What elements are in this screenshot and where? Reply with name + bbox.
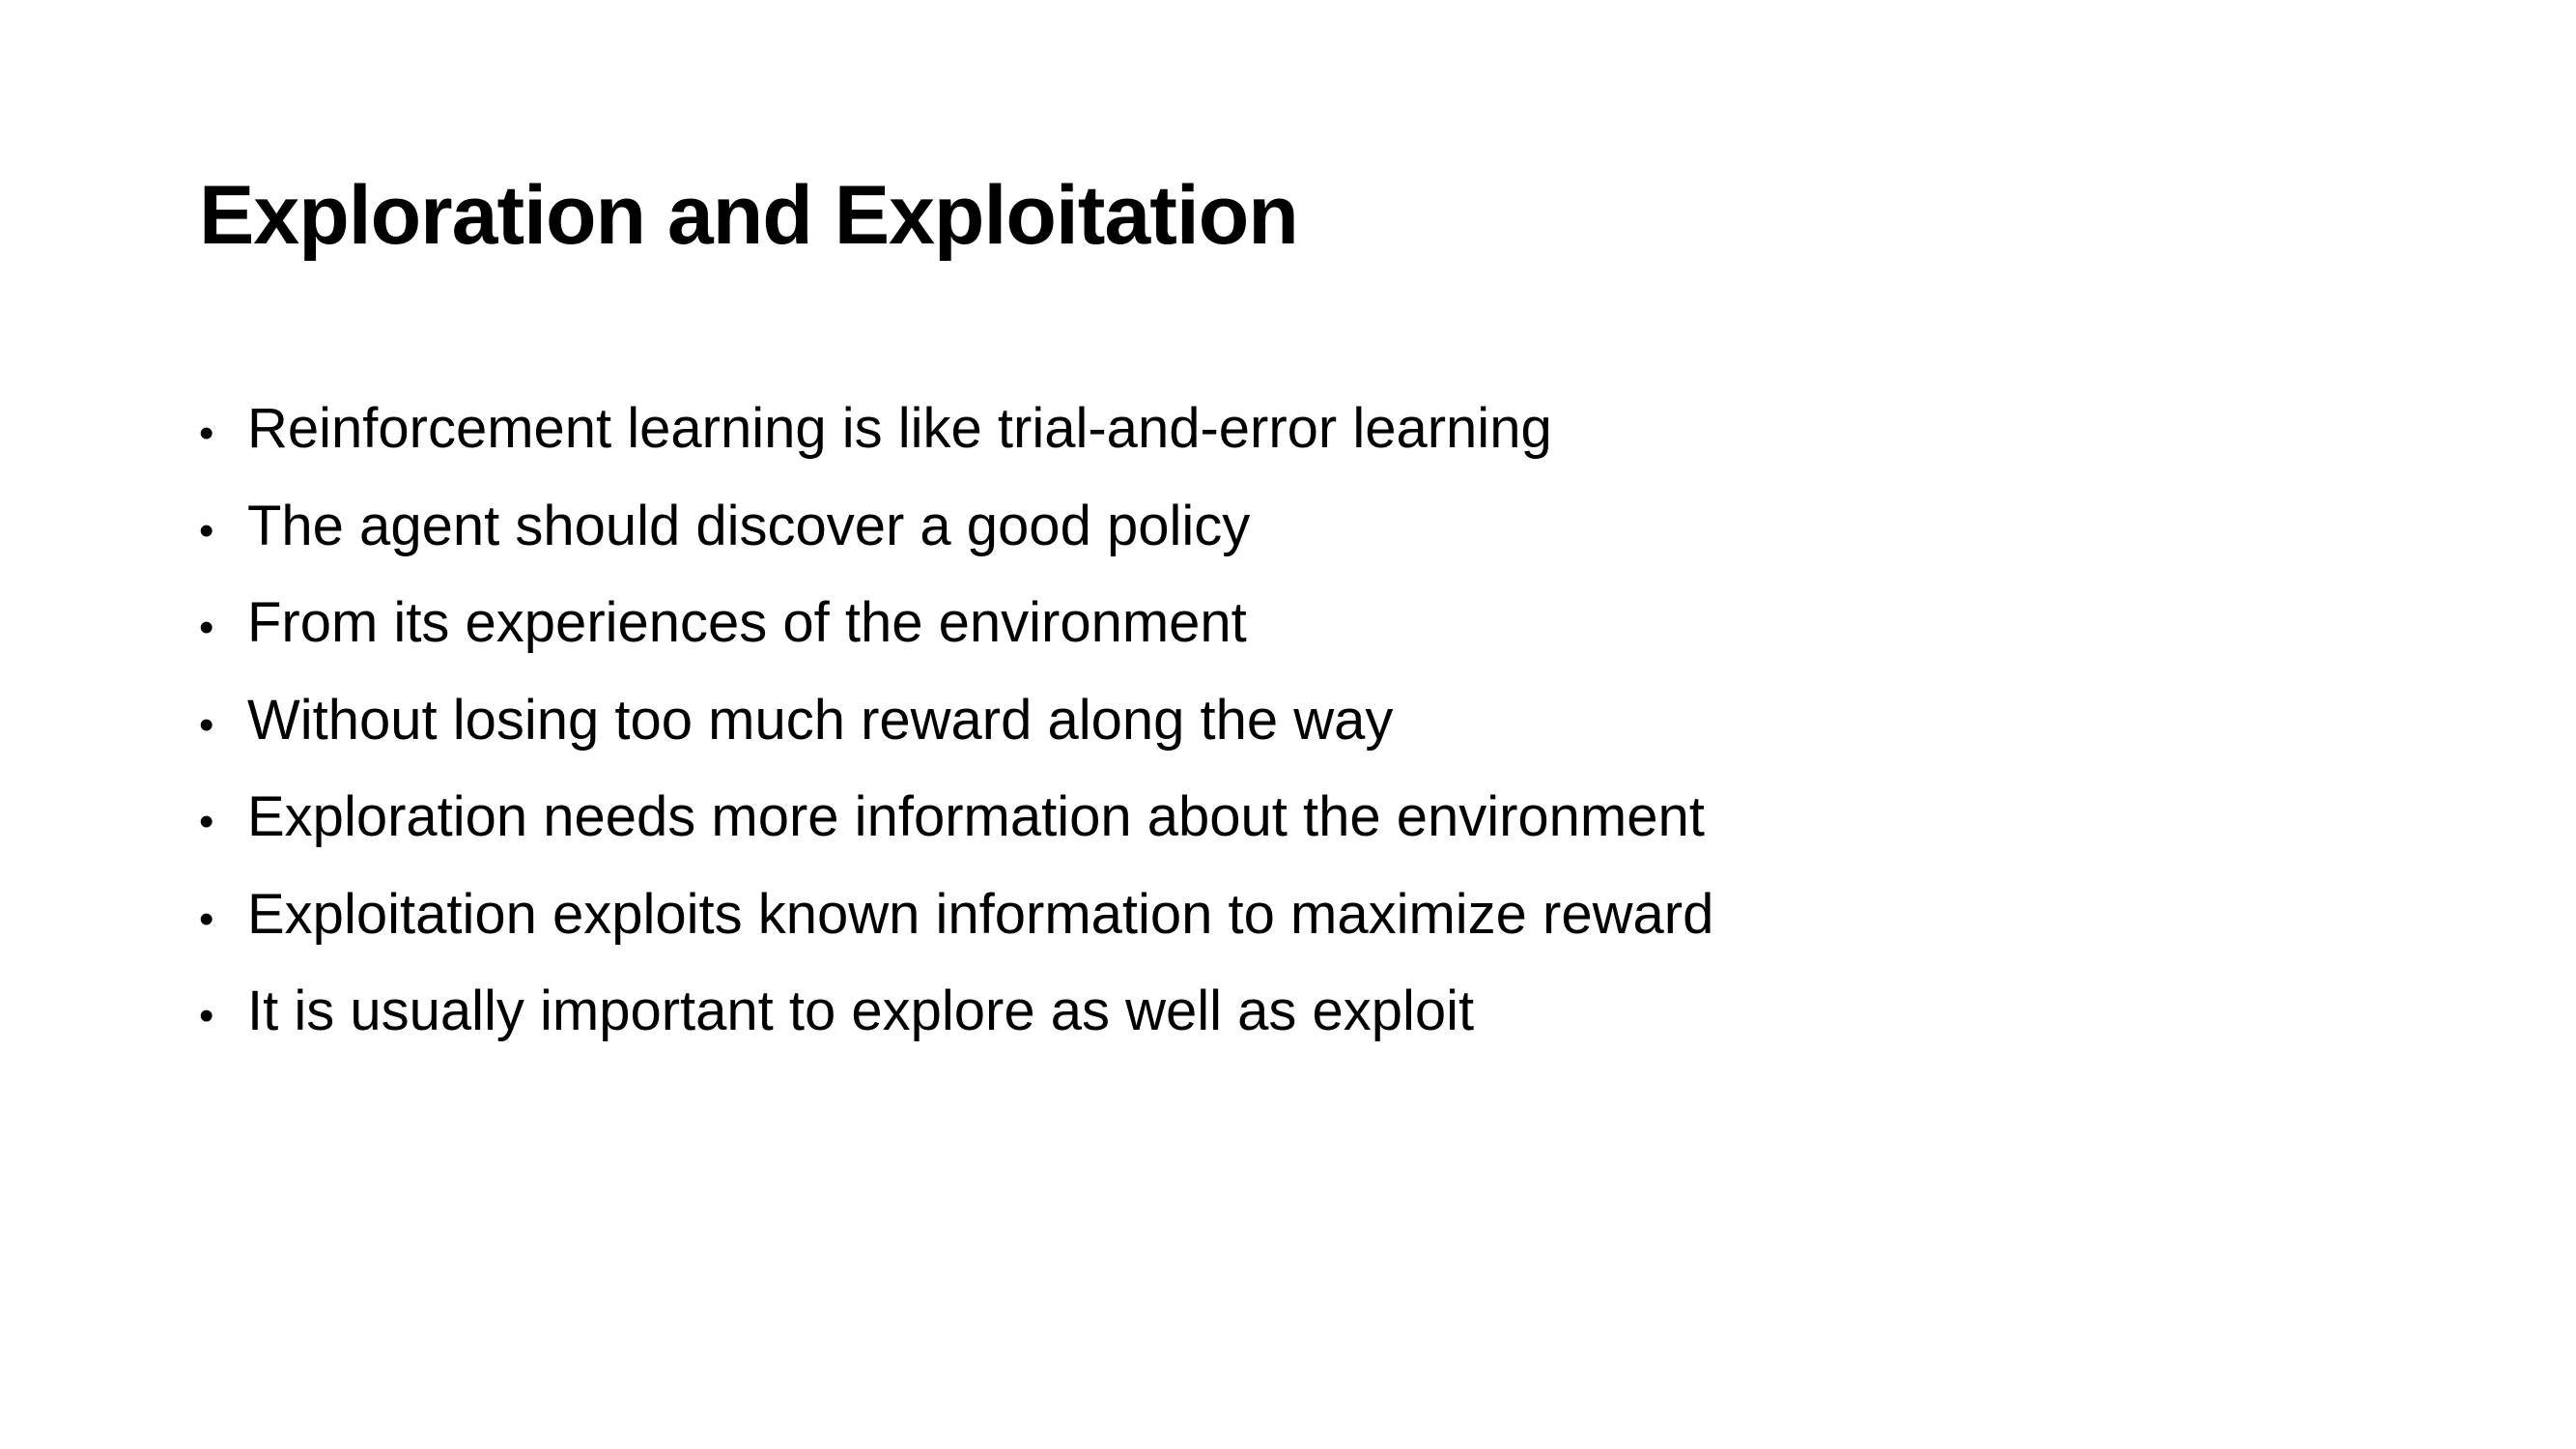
bullet-item: • Exploration needs more information abo… [199, 773, 1713, 870]
bullet-icon: • [199, 972, 247, 1061]
bullet-item: • Exploitation exploits known informatio… [199, 870, 1713, 968]
bullet-item: • It is usually important to explore as … [199, 967, 1713, 1065]
bullet-text: Exploration needs more information about… [247, 773, 1705, 862]
bullet-item: • Without losing too much reward along t… [199, 676, 1713, 774]
slide-title: Exploration and Exploitation [199, 162, 1298, 269]
bullet-icon: • [199, 583, 247, 672]
bullet-icon: • [199, 875, 247, 964]
bullet-text: From its experiences of the environment [247, 579, 1247, 668]
bullet-icon: • [199, 487, 247, 576]
bullet-item: • From its experiences of the environmen… [199, 579, 1713, 676]
bullet-text: Exploitation exploits known information … [247, 870, 1713, 959]
bullet-icon: • [199, 681, 247, 770]
bullet-text: Reinforcement learning is like trial-and… [247, 384, 1552, 473]
bullet-text: It is usually important to explore as we… [247, 967, 1474, 1056]
bullet-icon: • [199, 389, 247, 478]
bullet-text: The agent should discover a good policy [247, 482, 1250, 571]
bullet-list: • Reinforcement learning is like trial-a… [199, 384, 1713, 1065]
bullet-item: • Reinforcement learning is like trial-a… [199, 384, 1713, 482]
bullet-item: • The agent should discover a good polic… [199, 482, 1713, 580]
bullet-icon: • [199, 778, 247, 867]
bullet-text: Without losing too much reward along the… [247, 676, 1393, 765]
